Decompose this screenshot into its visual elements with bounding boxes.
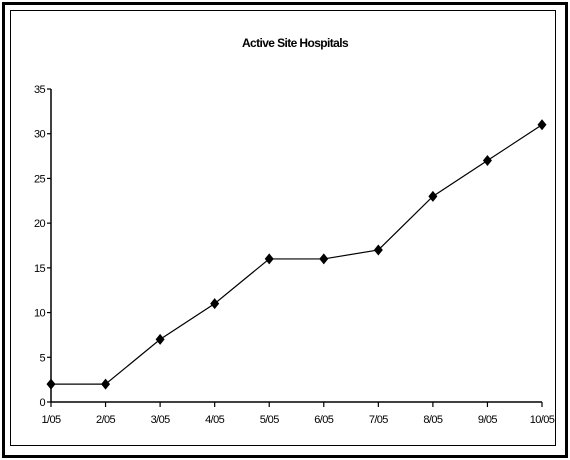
series-markers	[47, 119, 547, 389]
data-point	[156, 334, 165, 345]
x-tick-label: 10/05	[530, 414, 555, 426]
x-tick-label: 6/05	[314, 414, 333, 426]
y-tick-label: 10	[34, 308, 46, 320]
x-tick-label: 5/05	[260, 414, 279, 426]
x-axis-ticks: 1/05 2/05 3/05 4/05 5/05 6/05 7/05 8/05 9/05 10/0…	[41, 402, 554, 426]
data-point	[210, 298, 219, 309]
x-tick-label: 7/05	[369, 414, 388, 426]
y-tick-label: 25	[34, 173, 46, 185]
y-tick-label: 0	[39, 397, 45, 409]
data-point	[265, 253, 274, 264]
y-axis-ticks: 0 5 10 15 20 25 30 35	[34, 84, 51, 409]
x-tick-label: 9/05	[478, 414, 497, 426]
data-point	[538, 119, 547, 130]
data-point	[483, 155, 492, 166]
series-line	[51, 125, 542, 384]
y-tick-label: 15	[34, 263, 46, 275]
x-tick-label: 3/05	[151, 414, 170, 426]
chart-title: Active Site Hospitals	[242, 36, 349, 50]
x-tick-label: 8/05	[423, 414, 442, 426]
x-tick-label: 2/05	[96, 414, 115, 426]
y-tick-label: 30	[34, 129, 46, 141]
data-point	[319, 253, 328, 264]
y-tick-label: 20	[34, 218, 46, 230]
data-point	[101, 379, 110, 390]
y-tick-label: 35	[34, 84, 46, 96]
y-tick-label: 5	[39, 352, 45, 364]
x-tick-label: 4/05	[205, 414, 224, 426]
data-point	[47, 379, 56, 390]
x-tick-label: 1/05	[41, 414, 60, 426]
